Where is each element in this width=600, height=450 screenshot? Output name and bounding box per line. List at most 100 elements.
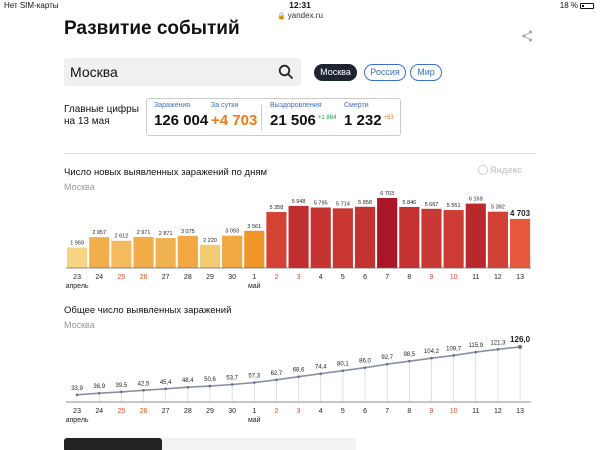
bar-value-label: 5 551 [447, 203, 461, 209]
line-point-29 [208, 384, 212, 388]
stat-recovered-value-row: 21 506 +1 864 [270, 112, 336, 129]
line-value-label: 42,5 [138, 381, 150, 387]
line-value-label: 86,0 [359, 359, 371, 365]
bar-11 [465, 203, 486, 268]
bar-value-label: 2 220 [203, 238, 217, 244]
line-point-27 [164, 387, 167, 391]
address-bar[interactable]: 🔒 yandex.ru [0, 11, 600, 20]
bar-6 [354, 206, 376, 268]
line-x-tick: 27 [162, 408, 170, 415]
line-value-label: 109,7 [446, 346, 462, 352]
tab-russia[interactable]: Россия [364, 64, 406, 81]
bar-value-label: 3 561 [247, 224, 261, 230]
line-point-26 [142, 389, 145, 392]
line-x-tick: 13 [516, 408, 524, 415]
bottom-tab-active[interactable] [64, 438, 162, 450]
bar-26 [133, 236, 154, 268]
bar-x-tick: 6 [363, 274, 367, 281]
line-value-label: 53,7 [226, 375, 238, 381]
line-point-9 [430, 356, 433, 360]
line-x-tick: 12 [494, 408, 502, 415]
line-value-label: 36,9 [93, 384, 105, 390]
bar-24 [89, 237, 110, 268]
line-x-tick: 29 [206, 408, 214, 415]
bar-4 [310, 207, 331, 268]
section-divider [64, 153, 536, 154]
share-icon[interactable] [522, 30, 533, 45]
line-value-label: 98,5 [403, 352, 415, 358]
bar-5 [332, 208, 353, 268]
bar-x-tick: 9 [430, 274, 434, 281]
line-value-label: 115,9 [468, 343, 483, 349]
stat-daily: За сутки +4 703 [211, 102, 257, 129]
bar-10 [443, 210, 464, 268]
line-value-label: 121,3 [490, 340, 506, 346]
battery-icon [580, 3, 594, 9]
line-point-10 [452, 354, 455, 357]
line-point-11 [474, 350, 478, 354]
line-month-label: апрель [66, 417, 89, 424]
line-x-tick: 28 [184, 408, 192, 415]
line-value-label: 50,6 [204, 377, 216, 383]
bar-x-tick: 29 [206, 274, 214, 281]
lock-icon: 🔒 [277, 13, 286, 20]
line-point-8 [408, 359, 411, 363]
bar-value-label: 2 871 [159, 231, 173, 237]
tab-moscow[interactable]: Москва [314, 64, 357, 81]
line-x-tick: 8 [407, 408, 411, 415]
bar-x-tick: 5 [341, 274, 345, 281]
bar-x-tick: 2 [274, 274, 278, 281]
line-point-24 [97, 391, 101, 395]
search-icon[interactable] [278, 64, 294, 80]
bar-25 [111, 240, 132, 268]
line-point-6 [363, 366, 367, 369]
stat-recovered-delta: +1 864 [317, 115, 337, 121]
line-value-label: 92,7 [381, 355, 393, 361]
line-value-label: 126,0 [510, 335, 531, 344]
line-x-tick: 30 [228, 408, 236, 415]
line-x-tick: 3 [297, 408, 301, 415]
line-point-2 [275, 378, 278, 382]
line-x-tick: 24 [95, 408, 103, 415]
battery-text: 18 % [559, 1, 578, 10]
line-x-tick: 11 [472, 408, 479, 415]
carrier-text: Нет SIM-карты [4, 1, 59, 10]
bar-x-tick: 24 [95, 274, 103, 281]
key-figures-title: Главные цифры [64, 104, 139, 115]
bar-x-tick: 23 [73, 274, 81, 281]
bar-value-label: 5 858 [358, 200, 372, 206]
stat-recovered: Выздоровления 21 506 +1 864 [270, 102, 336, 129]
line-point-25 [120, 390, 123, 394]
line-point-13 [518, 344, 523, 349]
daily-chart-title: Число новых выявленных заражений по дням [64, 167, 268, 178]
region-search[interactable] [64, 58, 301, 86]
bar-value-label: 2 971 [137, 230, 151, 236]
bar-x-tick: 1 [252, 274, 256, 281]
bar-x-tick: 25 [117, 274, 125, 281]
bar-x-tick: 28 [184, 274, 192, 281]
stat-deaths-value-row: 1 232 +53 [344, 112, 394, 129]
line-x-tick: 25 [117, 408, 125, 415]
bar-x-tick: 26 [140, 274, 148, 281]
stat-recovered-label: Выздоровления [270, 102, 322, 109]
line-point-28 [186, 385, 190, 389]
bottom-tab-strip[interactable] [64, 438, 356, 450]
line-x-tick: 1 [252, 408, 256, 415]
line-point-1 [252, 381, 256, 384]
stat-infected: Заражения 126 004 [154, 102, 208, 129]
line-x-tick: 26 [140, 408, 148, 415]
bar-value-label: 2 612 [114, 234, 128, 240]
tab-world[interactable]: Мир [410, 64, 442, 81]
stats-divider [261, 105, 262, 131]
line-x-tick: 4 [319, 408, 323, 415]
line-month-label: май [248, 416, 261, 424]
total-chart-subtitle: Москва [64, 320, 95, 330]
search-input[interactable] [70, 64, 270, 80]
line-point-4 [319, 372, 323, 376]
stat-deaths-label: Смерти [344, 102, 369, 109]
line-value-label: 33,9 [71, 386, 83, 392]
yandex-watermark: Яндекс [478, 165, 522, 175]
line-x-tick: 6 [363, 408, 367, 415]
bar-x-tick: 3 [297, 274, 301, 281]
battery-status: 18 % [560, 1, 594, 10]
